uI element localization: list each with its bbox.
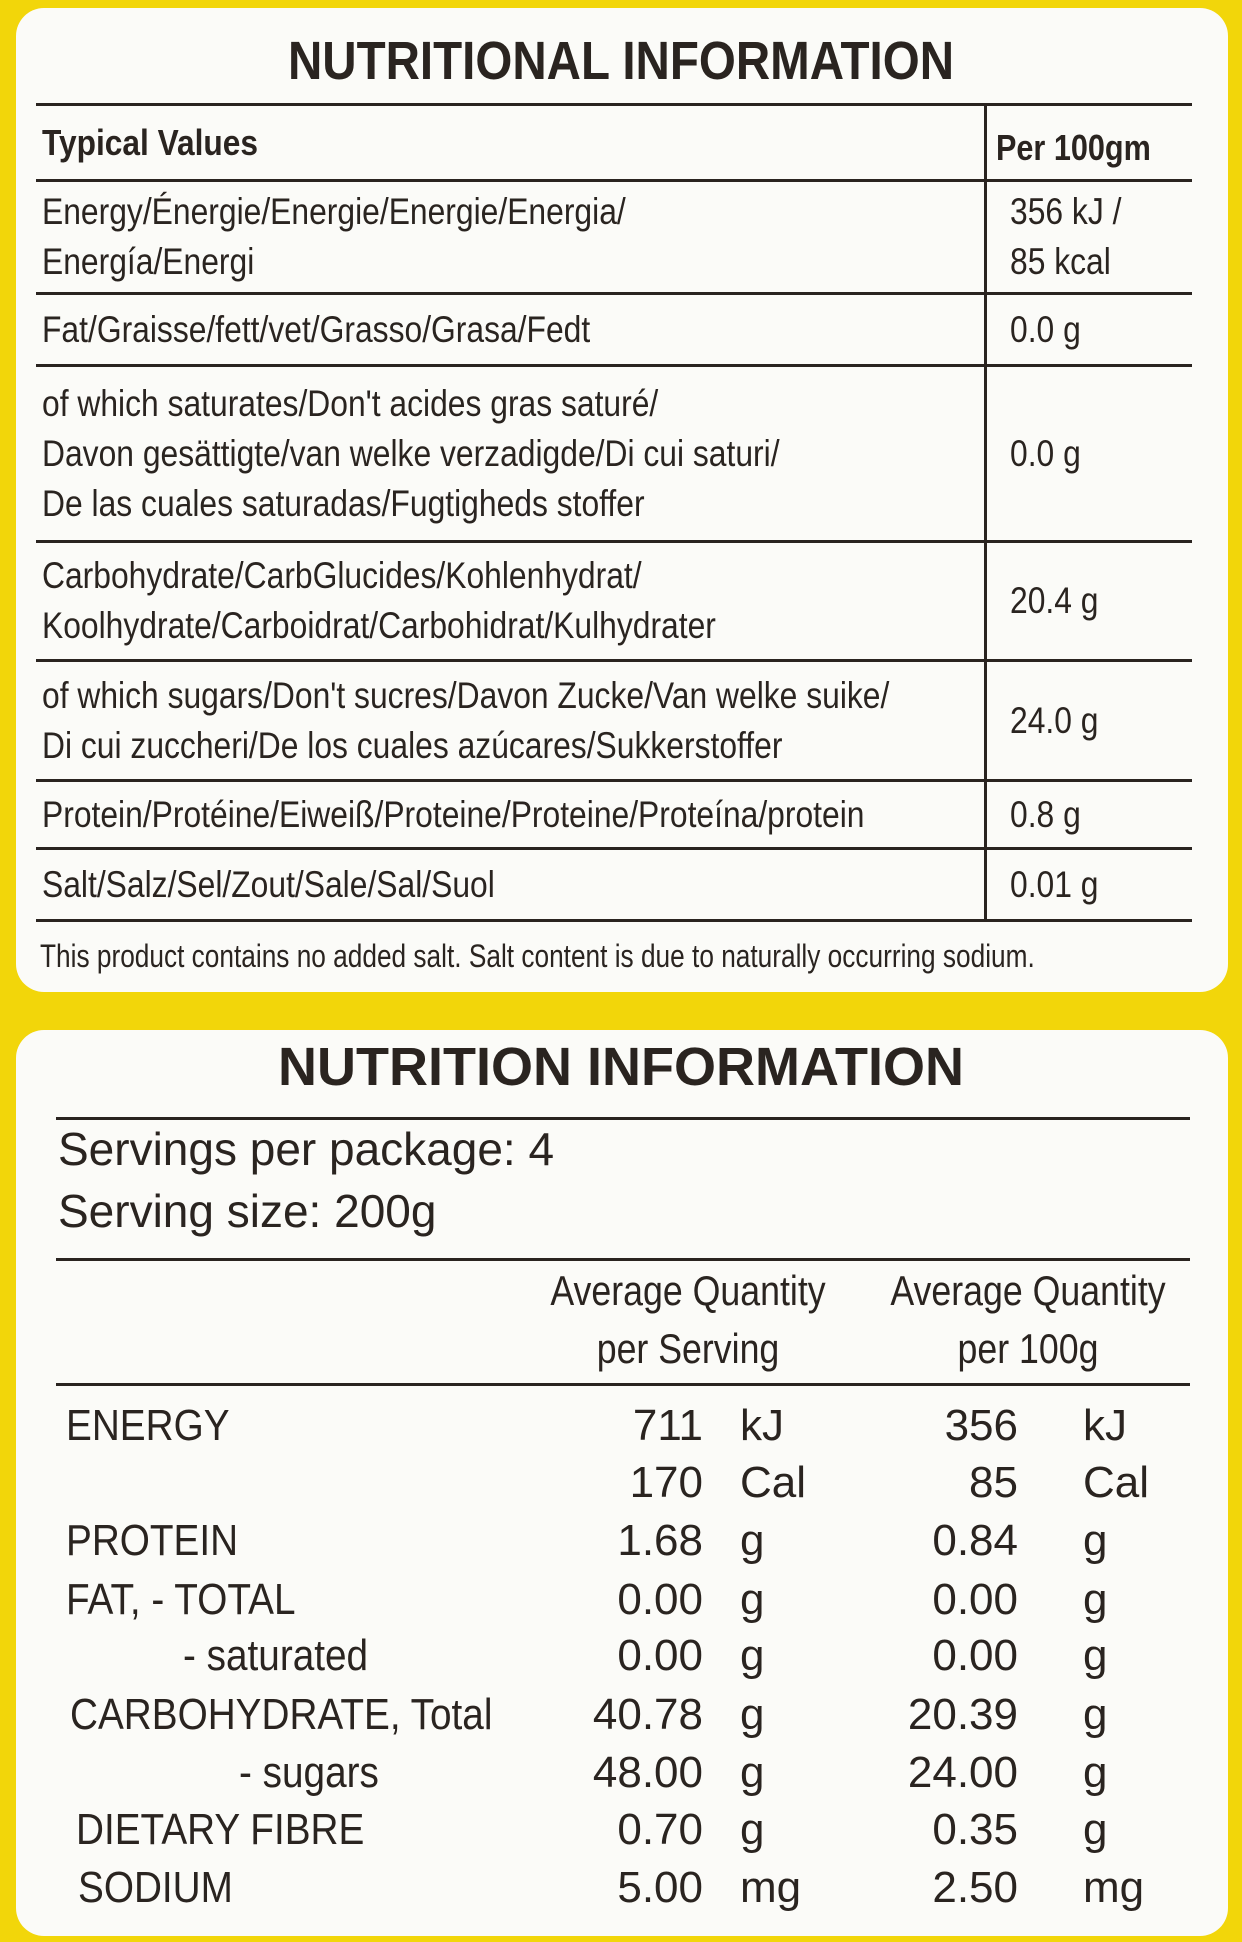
serving-value: 170 — [629, 1458, 703, 1507]
column-header: per Serving — [596, 1325, 780, 1372]
serving-unit: Cal — [740, 1458, 807, 1507]
title: NUTRITIONAL INFORMATION — [287, 31, 955, 91]
serving-value: 711 — [632, 1401, 703, 1450]
per100-value: 0.00 — [932, 1575, 1018, 1624]
serving-value: 1.68 — [617, 1516, 703, 1565]
column-header: Average Quantity — [890, 1267, 1166, 1314]
header-label: Typical Values — [42, 122, 259, 163]
row-value: 85 kcal — [1010, 241, 1111, 282]
nutrient: DIETARY FIBRE — [76, 1805, 365, 1854]
rule — [56, 1383, 1190, 1386]
row-value: 0.01 g — [1010, 863, 1099, 905]
serving-value: 0.00 — [617, 1631, 703, 1680]
per100-value: 20.39 — [907, 1690, 1018, 1739]
title: NUTRITION INFORMATION — [278, 1037, 964, 1097]
serving-unit: g — [740, 1748, 765, 1797]
nutrient: - saturated — [183, 1631, 369, 1680]
rule — [36, 179, 1192, 182]
nutritional-panel — [16, 8, 1228, 992]
nutrient: PROTEIN — [66, 1516, 239, 1565]
per100-unit: g — [1083, 1575, 1108, 1624]
serving-value: 0.00 — [617, 1575, 703, 1624]
header-value: Per 100gm — [996, 127, 1151, 168]
per100-unit: g — [1083, 1748, 1108, 1797]
rule — [36, 779, 1192, 782]
row-label: Energy/Énergie/Energie/Energie/Energia/ — [42, 191, 626, 232]
per100-value: 0.84 — [932, 1516, 1018, 1565]
row-value: 24.0 g — [1010, 699, 1099, 741]
row-value: 356 kJ / — [1010, 191, 1122, 232]
nutrient: CARBOHYDRATE, Total — [70, 1690, 493, 1739]
serving-unit: g — [740, 1690, 765, 1739]
nutrient: SODIUM — [78, 1863, 233, 1912]
footnote: This product contains no added salt. Sal… — [40, 938, 1035, 974]
per100-unit: g — [1083, 1631, 1108, 1680]
rule — [36, 103, 1192, 106]
row-label: of which sugars/Don't sucres/Davon Zucke… — [42, 674, 890, 716]
per100-value: 24.00 — [907, 1748, 1018, 1797]
per100-value: 85 — [969, 1458, 1018, 1507]
serving-size: Serving size: 200g — [58, 1185, 437, 1237]
rule — [36, 540, 1192, 543]
per100-value: 2.50 — [932, 1863, 1018, 1912]
row-label: Koolhydrate/Carboidrat/Carbohidrat/Kulhy… — [42, 605, 716, 646]
row-label: Fat/Graisse/fett/vet/Grasso/Grasa/Fedt — [42, 308, 591, 350]
rule — [56, 1258, 1190, 1261]
nutrient: FAT, - TOTAL — [66, 1575, 296, 1624]
serving-unit: g — [740, 1631, 765, 1680]
serving-value: 40.78 — [592, 1690, 703, 1739]
per100-value: 0.35 — [932, 1805, 1018, 1854]
per100-unit: g — [1083, 1516, 1108, 1565]
per100-unit: kJ — [1083, 1401, 1127, 1450]
column-header: Average Quantity — [550, 1267, 826, 1314]
servings: Servings per package: 4 — [58, 1123, 555, 1175]
row-label: of which saturates/Don't acides gras sat… — [42, 382, 659, 424]
row-label: Salt/Salz/Sel/Zout/Sale/Sal/Suol — [42, 863, 495, 905]
row-value: 0.0 g — [1010, 308, 1081, 350]
rule — [36, 847, 1192, 850]
serving-unit: mg — [740, 1863, 802, 1912]
rule — [56, 1117, 1190, 1120]
serving-value: 48.00 — [592, 1748, 703, 1797]
nutrient: - sugars — [239, 1748, 379, 1797]
rule — [36, 364, 1192, 367]
row-value: 0.0 g — [1010, 432, 1081, 474]
serving-unit: g — [740, 1575, 765, 1624]
per100-unit: mg — [1083, 1863, 1145, 1912]
rule — [36, 659, 1192, 662]
row-label: De las cuales saturadas/Fugtigheds stoff… — [42, 482, 645, 524]
row-value: 0.8 g — [1010, 793, 1081, 835]
nutrition-panel — [16, 1030, 1228, 1936]
row-label: Carbohydrate/CarbGlucides/Kohlenhydrat/ — [42, 555, 642, 596]
row-label: Protein/Protéine/Eiweiß/Proteine/Protein… — [42, 793, 865, 835]
per100-unit: g — [1083, 1805, 1108, 1854]
row-value: 20.4 g — [1010, 580, 1099, 621]
per100-value: 356 — [944, 1401, 1018, 1450]
row-label: Energía/Energi — [42, 241, 255, 282]
per100-value: 0.00 — [932, 1631, 1018, 1680]
serving-unit: kJ — [740, 1401, 784, 1450]
serving-value: 5.00 — [617, 1863, 703, 1912]
per100-unit: g — [1083, 1690, 1108, 1739]
nutrient: ENERGY — [66, 1401, 230, 1450]
per100-unit: Cal — [1083, 1458, 1150, 1507]
rule — [984, 105, 987, 920]
serving-unit: g — [740, 1516, 765, 1565]
rule — [36, 292, 1192, 295]
serving-unit: g — [740, 1805, 765, 1854]
row-label: Di cui zuccheri/De los cuales azúcares/S… — [42, 724, 783, 766]
column-header: per 100g — [957, 1325, 1099, 1372]
rule — [36, 919, 1192, 922]
row-label: Davon gesättigte/van welke verzadigde/Di… — [42, 432, 780, 474]
serving-value: 0.70 — [617, 1805, 703, 1854]
